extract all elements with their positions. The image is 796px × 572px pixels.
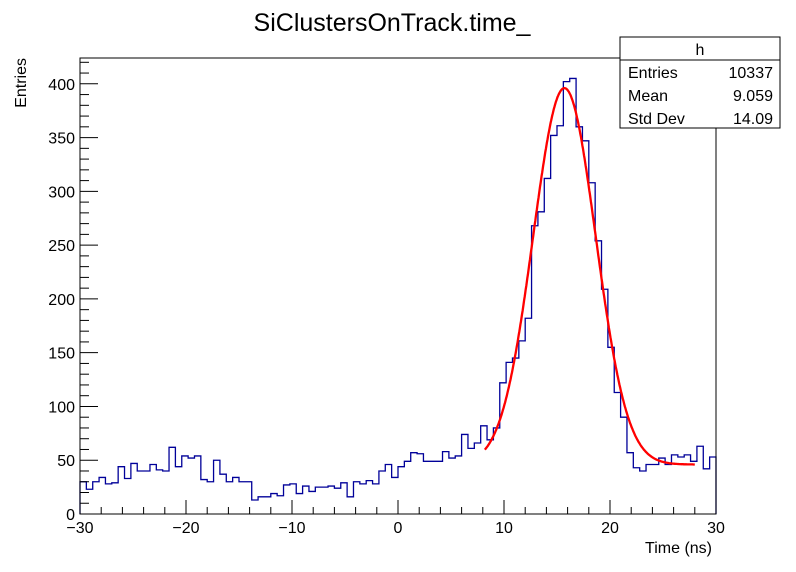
x-tick-label: −30 xyxy=(66,520,93,537)
x-tick-label: −10 xyxy=(278,520,305,537)
y-tick-label: 400 xyxy=(48,77,75,94)
stats-value-mean: 9.059 xyxy=(733,88,773,105)
fit-curve xyxy=(483,86,695,466)
x-tick-label: 30 xyxy=(707,520,725,537)
stats-label-stddev: Std Dev xyxy=(628,111,685,128)
x-axis-label: Time (ns) xyxy=(645,540,712,557)
x-tick-label: 0 xyxy=(394,520,403,537)
y-axis-label: Entries xyxy=(13,58,30,108)
y-ticks: 0 50 100 150 200 250 300 350 400 xyxy=(48,61,98,524)
stats-box-frame xyxy=(619,36,781,129)
stats-value-entries: 10337 xyxy=(729,65,774,82)
y-tick-label: 150 xyxy=(48,346,75,363)
stats-title: h xyxy=(696,42,705,59)
y-tick-label: 100 xyxy=(48,399,75,416)
x-tick-label: −20 xyxy=(172,520,199,537)
stats-value-stddev: 14.09 xyxy=(733,111,773,128)
y-tick-label: 50 xyxy=(57,453,75,470)
stats-label-entries: Entries xyxy=(628,65,678,82)
y-tick-label: 200 xyxy=(48,292,75,309)
x-ticks: −30 −20 −10 0 10 20 30 xyxy=(66,500,725,537)
chart-title: SiClustersOnTrack.time_ xyxy=(254,9,532,37)
y-tick-label: 0 xyxy=(66,507,75,524)
histogram-line xyxy=(79,77,717,514)
x-tick-label: 20 xyxy=(601,520,619,537)
stats-label-mean: Mean xyxy=(628,88,668,105)
y-tick-label: 350 xyxy=(48,131,75,148)
y-tick-label: 250 xyxy=(48,238,75,255)
y-tick-label: 300 xyxy=(48,184,75,201)
x-tick-label: 10 xyxy=(495,520,513,537)
stats-box: h Entries 10337 Mean 9.059 Std Dev 14.09 xyxy=(619,36,781,129)
